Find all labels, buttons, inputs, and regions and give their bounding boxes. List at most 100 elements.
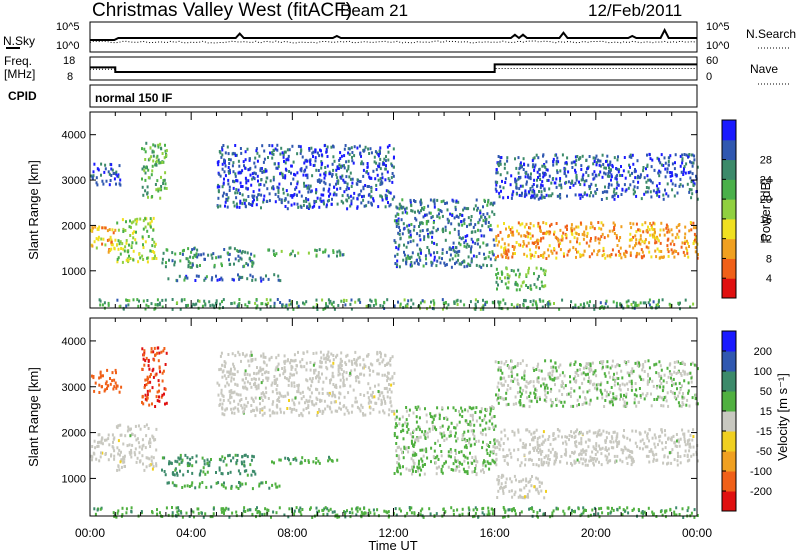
- power-cell: [138, 299, 140, 303]
- power-cell: [311, 151, 314, 155]
- power-cell: [198, 299, 201, 303]
- velocity-cell: [195, 460, 198, 464]
- velocity-cell: [543, 456, 546, 459]
- power-cell: [586, 193, 589, 197]
- velocity-cell: [686, 459, 689, 463]
- velocity-cell: [149, 375, 151, 379]
- velocity-cell: [452, 468, 455, 472]
- power-cell: [132, 220, 135, 224]
- power-cell: [510, 174, 513, 178]
- power-cell: [547, 194, 550, 198]
- power-cell: [684, 225, 687, 229]
- power-cell: [95, 176, 98, 180]
- velocity-cell: [285, 377, 288, 381]
- power-cell: [117, 175, 120, 179]
- velocity-cell: [160, 350, 163, 354]
- velocity-cell: [486, 460, 489, 464]
- velocity-cell: [110, 454, 112, 458]
- power-cell: [106, 238, 109, 242]
- power-cell: [531, 241, 534, 245]
- velocity-cell: [267, 376, 270, 380]
- power-cell: [359, 180, 362, 183]
- power-cell: [393, 304, 396, 308]
- velocity-cell: [245, 396, 248, 400]
- power-cell: [461, 261, 464, 265]
- power-cell: [679, 164, 682, 168]
- velocity-cell: [683, 432, 686, 436]
- velocity-cell: [349, 384, 352, 388]
- power-cell: [690, 228, 693, 232]
- power-cell: [506, 171, 509, 175]
- power-cell: [395, 219, 398, 223]
- power-cell: [349, 177, 352, 181]
- power-cell: [277, 195, 280, 199]
- power-cell: [679, 154, 682, 158]
- power-cell: [476, 206, 479, 210]
- power-cell: [425, 262, 428, 266]
- power-cell: [300, 148, 303, 152]
- velocity-cell: [242, 410, 245, 414]
- velocity-cell: [507, 462, 509, 466]
- velocity-cell: [123, 454, 126, 458]
- velocity-cell: [643, 442, 646, 446]
- power-cell: [412, 239, 415, 243]
- power-cell: [665, 226, 668, 230]
- power-cell: [573, 227, 576, 231]
- power-cell: [151, 244, 154, 248]
- velocity-cell: [525, 477, 528, 481]
- power-cell: [338, 249, 341, 253]
- power-cell: [603, 190, 606, 194]
- power-cell: [452, 241, 455, 245]
- power-cell: [183, 278, 186, 282]
- velocity-cell: [94, 446, 97, 450]
- power-cell: [617, 194, 620, 198]
- velocity-cell: [138, 451, 141, 455]
- power-cell: [538, 246, 540, 250]
- velocity-cell: [681, 428, 684, 432]
- velocity-cell: [340, 351, 343, 355]
- frequency-panel: Freq. [MHz] 18 8 60 0 Nave: [4, 54, 790, 85]
- power-cell: [323, 172, 326, 176]
- power-cell: [420, 209, 422, 213]
- velocity-cell: [434, 426, 436, 430]
- velocity-cell: [478, 416, 481, 420]
- velocity-cell: [145, 434, 148, 438]
- power-cell: [516, 283, 519, 287]
- velocity-cell: [231, 411, 233, 415]
- velocity-cell: [109, 382, 112, 386]
- power-cell: [514, 282, 517, 286]
- velocity-cell: [359, 409, 362, 413]
- power-cell: [501, 272, 503, 276]
- velocity-cell: [513, 493, 516, 497]
- power-cell: [501, 237, 504, 241]
- power-cell: [574, 305, 577, 309]
- power-cell: [268, 199, 271, 203]
- power-cell: [436, 198, 439, 202]
- power-cell: [229, 158, 232, 162]
- power-cell: [666, 230, 669, 234]
- velocity-cell: [469, 451, 471, 455]
- velocity-cell: [163, 456, 166, 460]
- power-cell: [495, 171, 498, 175]
- power-cell: [558, 183, 561, 187]
- power-cell: [486, 300, 488, 304]
- velocity-cell: [352, 388, 355, 392]
- power-cell: [323, 202, 325, 206]
- power-cell: [158, 301, 161, 305]
- power-cell: [125, 258, 128, 262]
- velocity-cell: [600, 452, 603, 456]
- velocity-cell: [449, 434, 452, 438]
- power-cell: [272, 152, 275, 156]
- velocity-cell: [466, 439, 468, 442]
- velocity-cell: [273, 461, 275, 465]
- velocity-cell: [250, 473, 253, 477]
- power-cell: [356, 146, 359, 150]
- power-cell: [669, 174, 672, 178]
- power-cell: [302, 173, 305, 177]
- velocity-cell: [155, 427, 158, 431]
- velocity-cell: [218, 368, 221, 372]
- power-cell: [109, 179, 112, 182]
- velocity-cell: [326, 404, 329, 408]
- power-cell: [474, 302, 477, 306]
